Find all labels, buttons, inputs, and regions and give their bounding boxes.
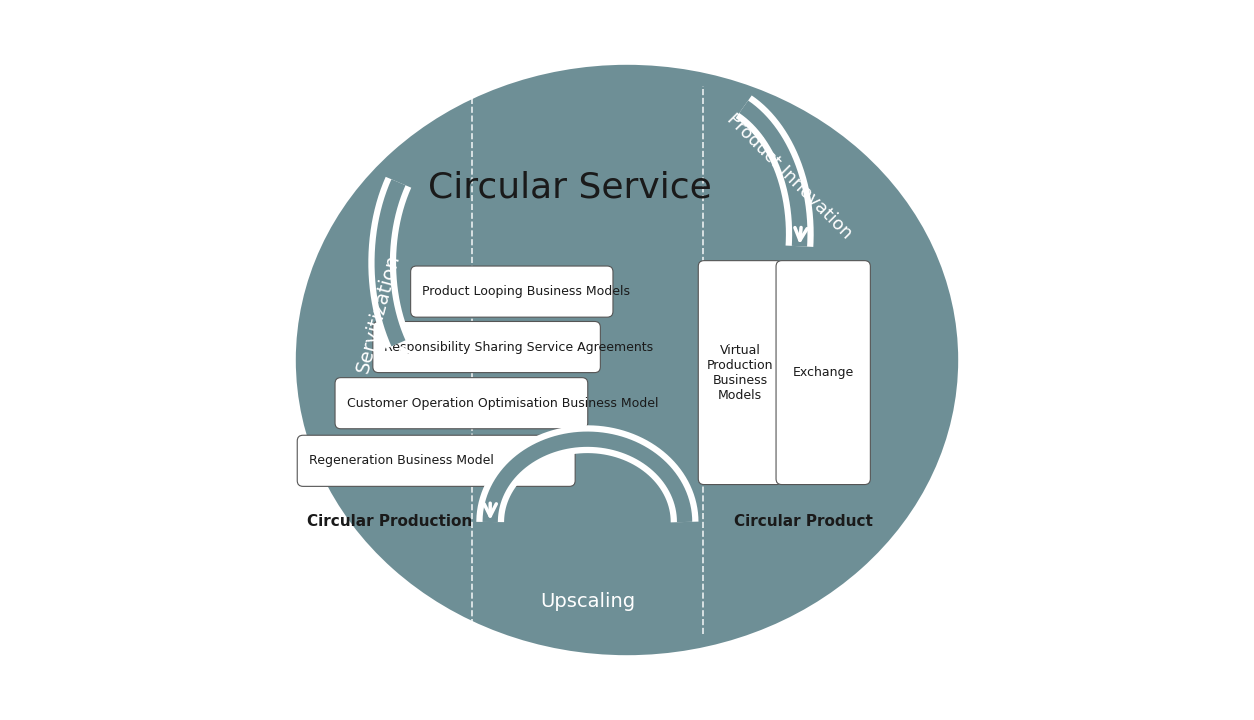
Text: Circular Product: Circular Product xyxy=(734,515,873,529)
Text: Regeneration Business Model: Regeneration Business Model xyxy=(308,454,494,467)
Text: Product Innovation: Product Innovation xyxy=(722,110,855,243)
Text: Circular Service: Circular Service xyxy=(428,170,711,204)
Text: Product Looping Business Models: Product Looping Business Models xyxy=(423,285,631,298)
FancyBboxPatch shape xyxy=(335,377,588,429)
Text: Exchange: Exchange xyxy=(793,366,854,379)
Text: Virtual
Production
Business
Models: Virtual Production Business Models xyxy=(707,343,774,402)
FancyBboxPatch shape xyxy=(410,266,613,318)
Text: Customer Operation Optimisation Business Model: Customer Operation Optimisation Business… xyxy=(346,397,658,410)
Text: Servitization: Servitization xyxy=(354,252,404,374)
FancyBboxPatch shape xyxy=(297,435,576,487)
FancyBboxPatch shape xyxy=(372,322,601,373)
FancyBboxPatch shape xyxy=(776,261,870,485)
Text: Responsibility Sharing Service Agreements: Responsibility Sharing Service Agreement… xyxy=(385,341,653,354)
Text: Upscaling: Upscaling xyxy=(539,592,635,611)
Text: Circular Production: Circular Production xyxy=(307,515,472,529)
Ellipse shape xyxy=(296,65,958,655)
FancyBboxPatch shape xyxy=(698,261,781,485)
